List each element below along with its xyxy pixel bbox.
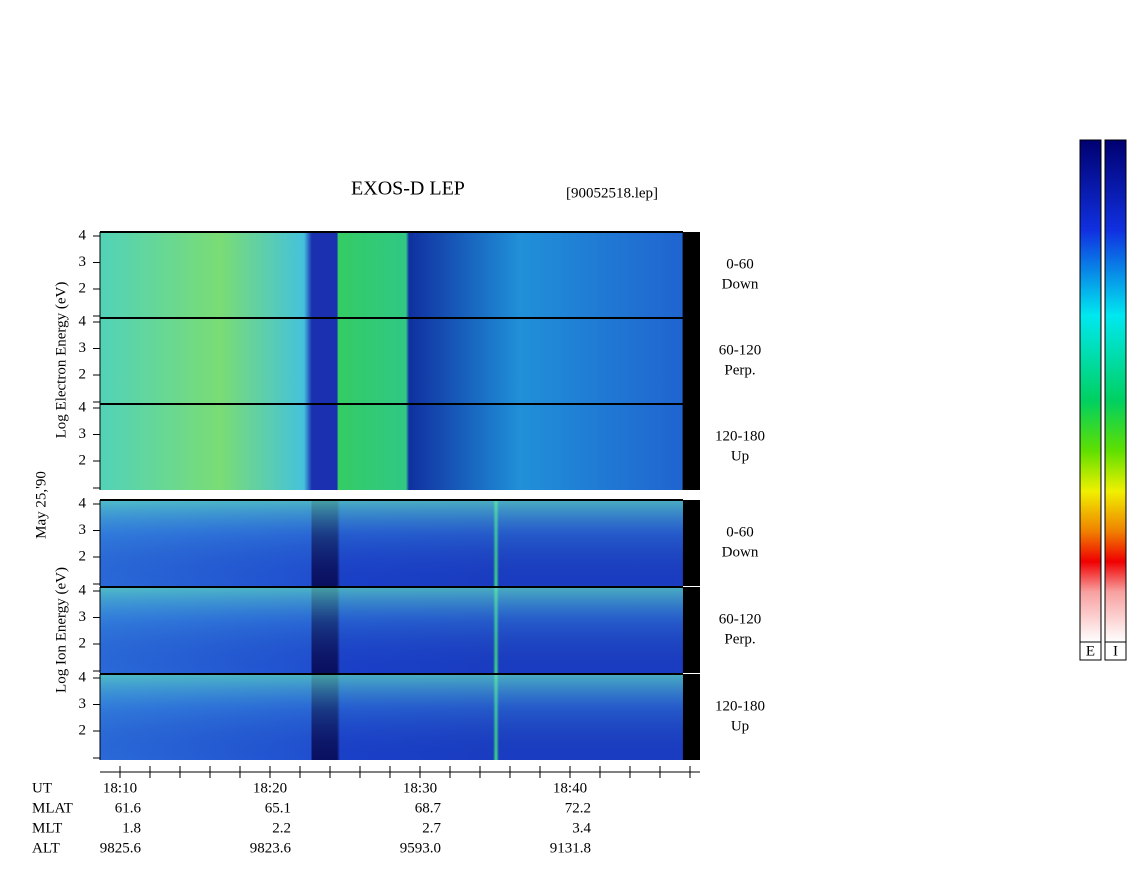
panel-label: Up [731, 448, 749, 464]
panel-label: 60-120 [719, 342, 762, 358]
tick-label: 3 [79, 254, 87, 270]
tick-label: 2 [79, 635, 87, 651]
colorbar [1104, 139, 1127, 643]
row-value: 9593.0 [400, 840, 441, 856]
tick-label: 2 [79, 280, 87, 296]
tick-label: 4 [79, 399, 87, 415]
tick-label: 3 [79, 609, 87, 625]
panel-label: Perp. [724, 631, 755, 647]
row-value: 2.2 [272, 820, 291, 836]
tick-label: 3 [79, 340, 87, 356]
tick-label: 3 [79, 522, 87, 538]
tick-label: 2 [79, 548, 87, 564]
tick-label: 4 [79, 495, 87, 511]
row-value: 18:10 [103, 780, 137, 796]
file-name: [90052518.lep] [566, 185, 658, 201]
spectrogram-overlay [100, 674, 683, 760]
tick-label: 3 [79, 426, 87, 442]
title: EXOS-D LEP [351, 178, 465, 200]
panel-label: Down [722, 544, 759, 560]
colorbar [1079, 139, 1102, 643]
row-value: 61.6 [115, 800, 142, 816]
tick-label: 3 [79, 696, 87, 712]
tick-label: 4 [79, 313, 87, 329]
tick-label: 4 [79, 582, 87, 598]
tick-label: 4 [79, 227, 87, 243]
spectrogram-overlay [100, 500, 683, 586]
row-value: 72.2 [565, 800, 591, 816]
row-label: UT [32, 780, 52, 796]
spectrogram [100, 318, 700, 404]
row-value: 3.4 [572, 820, 591, 836]
row-value: 1.8 [122, 820, 141, 836]
row-value: 18:20 [253, 780, 287, 796]
row-value: 9823.6 [250, 840, 292, 856]
panel-label: Perp. [724, 362, 755, 378]
date: May 25,'90 [33, 471, 49, 539]
panel-label: 120-180 [715, 698, 765, 714]
row-value: 9131.8 [550, 840, 591, 856]
panel-label: 0-60 [726, 256, 754, 272]
row-value: 9825.6 [100, 840, 142, 856]
row-label: ALT [32, 840, 60, 856]
row-label: MLAT [32, 800, 73, 816]
row-value: 18:30 [403, 780, 437, 796]
colorbar-label: E [1086, 643, 1095, 659]
tick-label: 2 [79, 722, 87, 738]
row-label: MLT [32, 820, 62, 836]
colorbar-label-box [1079, 641, 1102, 661]
y-axis-label: Log Electron Energy (eV) [53, 282, 69, 439]
row-value: 18:40 [553, 780, 587, 796]
panel-label: Down [722, 276, 759, 292]
row-value: 68.7 [415, 800, 442, 816]
spectrogram-overlay [100, 587, 683, 673]
panel-label: 60-120 [719, 611, 762, 627]
spectrogram [100, 232, 700, 318]
panel-label: 0-60 [726, 524, 754, 540]
tick-label: 2 [79, 452, 87, 468]
row-value: 2.7 [422, 820, 441, 836]
panel-label: Up [731, 718, 749, 734]
tick-label: 4 [79, 669, 87, 685]
spectrogram [100, 404, 700, 490]
colorbar-label-box [1104, 641, 1127, 661]
colorbar-label: I [1113, 643, 1118, 659]
y-axis-label: Log Ion Energy (eV) [53, 567, 69, 693]
panel-label: 120-180 [715, 428, 765, 444]
tick-label: 2 [79, 366, 87, 382]
row-value: 65.1 [265, 800, 291, 816]
